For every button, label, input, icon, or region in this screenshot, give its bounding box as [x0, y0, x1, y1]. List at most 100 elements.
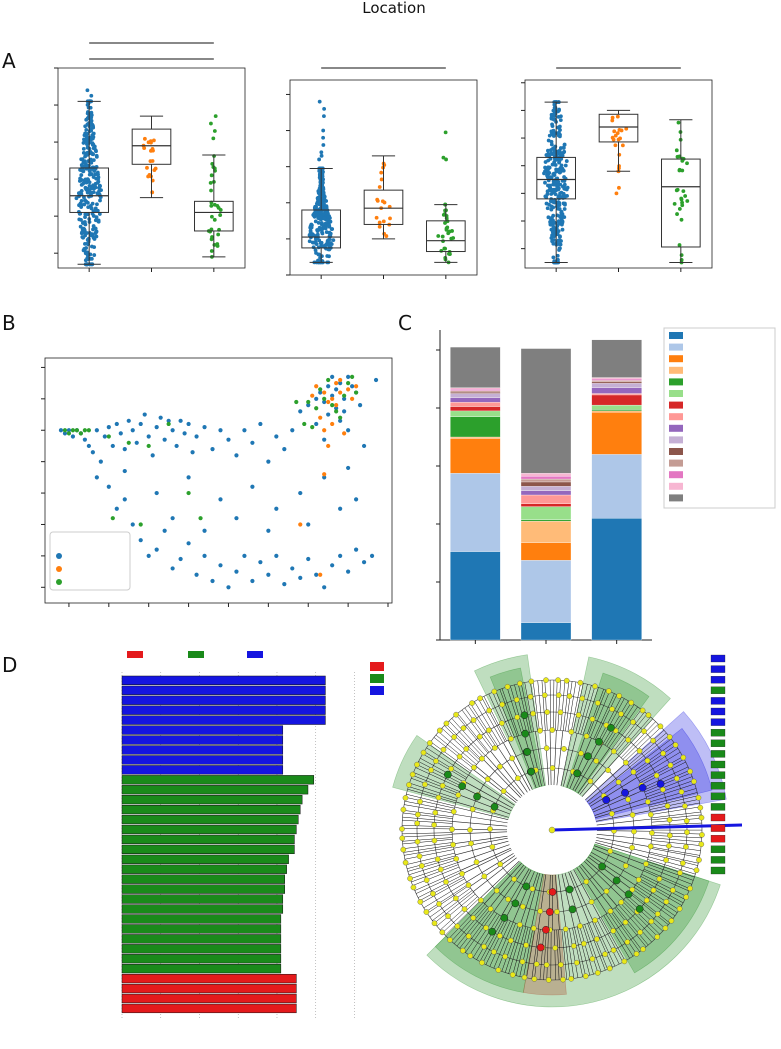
- box-iqr: [536, 156, 576, 200]
- tree-node: [459, 870, 465, 877]
- data-point: [90, 201, 95, 206]
- tree-branch: [587, 856, 633, 891]
- tree-node: [470, 915, 477, 921]
- data-point: [610, 118, 615, 123]
- scatter-point: [130, 428, 135, 433]
- tree-branch: [454, 806, 509, 820]
- scatter-point: [290, 566, 295, 571]
- tree-branch: [425, 884, 469, 912]
- tree-branch: [574, 927, 586, 977]
- tree-node: [515, 775, 521, 782]
- scatter-point: [338, 553, 343, 558]
- scatter-point: [202, 528, 207, 533]
- tree-branch: [592, 921, 613, 968]
- tree-branch: [590, 691, 610, 738]
- tree-node: [521, 974, 528, 981]
- tree-branch: [440, 896, 478, 931]
- tree-node: [486, 727, 492, 734]
- data-point: [212, 243, 217, 247]
- tree-branch: [572, 741, 599, 791]
- data-point: [314, 251, 318, 255]
- tree-node: [450, 841, 456, 848]
- tree-branch: [573, 869, 601, 918]
- outlier-point: [614, 191, 619, 196]
- stacked-bar-segment: [450, 416, 501, 438]
- tree-node: [607, 848, 614, 855]
- scatter-point: [110, 516, 115, 521]
- data-point: [86, 205, 91, 210]
- legend-swatch: [669, 494, 683, 502]
- key-swatch: [710, 686, 726, 694]
- tree-branch: [546, 929, 549, 980]
- data-point: [318, 241, 323, 246]
- scatter-point: [122, 497, 127, 502]
- tree-node: [433, 758, 439, 764]
- highlighted-node: [500, 914, 509, 922]
- scatter-point: [138, 421, 143, 427]
- scatter-point: [242, 553, 247, 558]
- tree-branch: [420, 758, 465, 783]
- tree-branch: [569, 738, 592, 789]
- stacked-bar-segment: [450, 436, 501, 439]
- stacked-bar-segment: [520, 478, 572, 483]
- torso-branch: [551, 823, 743, 832]
- scatter-point: [202, 553, 207, 558]
- tree-branch: [593, 693, 615, 740]
- tree-branch: [548, 874, 551, 930]
- scatter-point: [250, 440, 255, 445]
- highlighted-node: [522, 882, 531, 891]
- data-point: [562, 182, 567, 187]
- tree-branch: [402, 832, 453, 835]
- stacked-bar-segment: [520, 506, 572, 520]
- outlier-point: [321, 135, 326, 140]
- tree-branch: [468, 774, 515, 806]
- data-point: [324, 230, 329, 235]
- tree-node: [531, 976, 538, 982]
- tree-node: [523, 942, 529, 948]
- box-iqr: [69, 167, 109, 213]
- lda-bar: [121, 824, 297, 835]
- tree-node: [423, 877, 430, 883]
- tree-branch: [651, 840, 702, 846]
- scatter-point: [94, 428, 99, 433]
- data-point: [315, 196, 320, 201]
- tree-branch: [512, 871, 535, 923]
- tree-branch: [455, 801, 509, 818]
- legend-swatch: [669, 482, 683, 490]
- data-point: [83, 177, 88, 182]
- tree-branch: [587, 923, 606, 971]
- tree-branch: [519, 872, 538, 925]
- scatter-point: [226, 437, 231, 442]
- tree-node: [456, 753, 463, 760]
- tree-node: [583, 878, 590, 885]
- lda-bar: [121, 834, 295, 845]
- data-point: [557, 168, 562, 173]
- tree-branch: [433, 737, 474, 769]
- data-point: [546, 167, 550, 172]
- data-point: [388, 216, 392, 221]
- scatter-point: [318, 415, 323, 420]
- data-point: [79, 205, 84, 209]
- data-point: [551, 224, 556, 229]
- tree-branch: [406, 852, 455, 865]
- tree-branch: [528, 732, 542, 787]
- data-point: [149, 140, 153, 145]
- tree-branch: [637, 751, 681, 779]
- highlighted-node: [490, 802, 499, 811]
- tree-branch: [488, 693, 511, 740]
- tree-branch: [457, 713, 490, 753]
- tree-node: [577, 923, 583, 929]
- key-swatch: [710, 856, 726, 864]
- data-point: [676, 120, 681, 125]
- tree-branch: [647, 783, 695, 800]
- data-point: [683, 194, 688, 198]
- tree-branch: [639, 756, 683, 782]
- highlighted-node: [523, 747, 532, 756]
- tree-node: [643, 897, 650, 904]
- scatter-point: [314, 421, 319, 427]
- tree-node: [479, 755, 485, 762]
- data-point: [97, 212, 102, 216]
- richness-boxplot: [286, 67, 478, 279]
- data-point: [549, 151, 554, 156]
- tree-node: [667, 762, 674, 769]
